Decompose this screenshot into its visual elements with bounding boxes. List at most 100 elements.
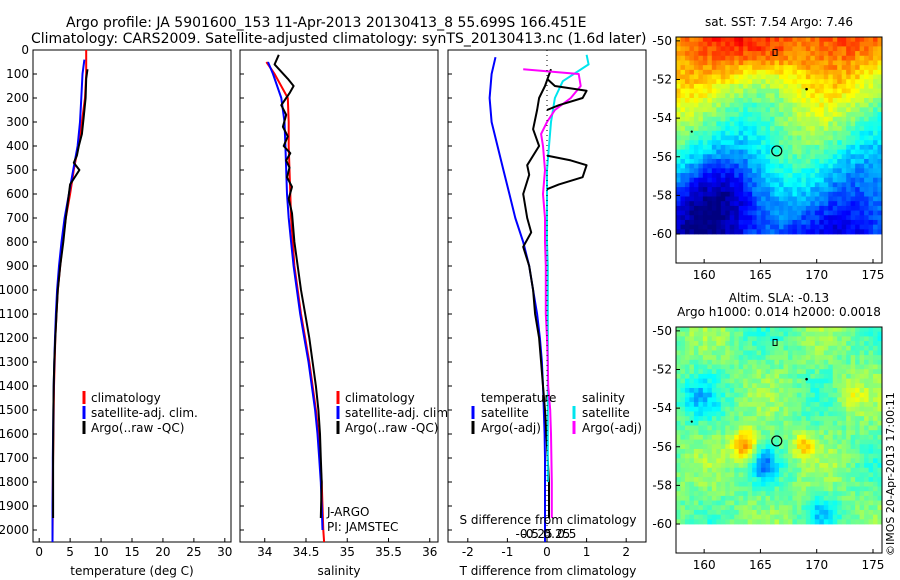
y-tick-label: 100 — [6, 67, 29, 81]
map-cell — [707, 60, 713, 66]
map-cell — [846, 491, 852, 497]
map-cell — [756, 191, 762, 197]
map-cell — [859, 187, 865, 193]
map-cell — [837, 500, 843, 506]
map-cell — [725, 495, 731, 501]
map-cell — [850, 514, 856, 520]
map-cell — [734, 420, 740, 426]
map-cell — [810, 97, 816, 104]
map-cell — [684, 453, 690, 459]
map-cell — [689, 177, 695, 183]
map-cell — [868, 168, 874, 174]
map-cell — [779, 55, 784, 61]
map-cell — [676, 116, 681, 122]
map-cell — [747, 402, 753, 408]
map-cell — [693, 467, 699, 473]
map-cell — [689, 369, 695, 375]
map-cell — [720, 69, 726, 75]
map-cell — [850, 477, 856, 483]
map-cell — [877, 112, 882, 118]
map-cell — [868, 215, 874, 221]
map-cell — [770, 107, 775, 113]
map-cell — [841, 327, 847, 333]
map-cell — [770, 373, 775, 379]
map-cell — [805, 448, 811, 455]
map-cell — [747, 130, 753, 136]
map-cell — [711, 425, 717, 431]
map-cell — [747, 472, 753, 478]
map-cell — [716, 359, 722, 365]
map-cell — [711, 331, 717, 337]
map-cell — [702, 116, 708, 122]
map-cell — [680, 191, 686, 197]
map-cell — [846, 331, 852, 337]
map-cell — [814, 219, 820, 226]
x-tick-label: 20 — [155, 545, 170, 559]
map-cell — [707, 397, 713, 403]
map-cell — [846, 97, 852, 104]
map-cell — [734, 406, 740, 412]
map-cell — [828, 425, 834, 431]
map-cell — [868, 116, 874, 122]
map-cell — [877, 369, 882, 375]
map-cell — [711, 378, 717, 384]
map-cell — [774, 191, 780, 197]
map-cell — [774, 495, 780, 501]
map-cell — [756, 463, 762, 469]
map-cell — [792, 46, 798, 52]
map-cell — [796, 97, 802, 104]
map-cell — [796, 46, 802, 52]
map-cell — [774, 355, 780, 361]
map-cell — [837, 416, 843, 422]
map-cell — [855, 79, 861, 85]
map-cell — [841, 41, 847, 47]
map-cell — [814, 130, 820, 136]
y-tick-label: 200 — [6, 91, 29, 105]
map-cell — [850, 369, 856, 375]
map-cell — [832, 182, 838, 188]
map-cell — [684, 336, 690, 342]
map-cell — [841, 219, 847, 226]
map-cell — [850, 397, 856, 403]
map-cell — [805, 41, 811, 47]
map-cell — [841, 191, 847, 197]
map-cell — [743, 41, 749, 47]
map-cell — [676, 79, 681, 85]
map-cell — [734, 383, 740, 389]
map-cell — [684, 364, 690, 370]
map-cell — [810, 191, 816, 197]
map-cell — [752, 369, 758, 375]
map-cell — [770, 154, 775, 160]
map-cell — [738, 336, 744, 342]
map-cell — [868, 336, 874, 342]
map-cell — [814, 397, 820, 403]
map-cell — [702, 434, 708, 440]
map-cell — [805, 430, 811, 436]
map-cell — [729, 477, 735, 483]
map-cell — [864, 495, 869, 501]
map-cell — [756, 224, 762, 230]
map-cell — [743, 201, 749, 207]
map-cell — [864, 448, 869, 455]
map-cell — [864, 477, 869, 483]
map-cell — [828, 434, 834, 440]
y-tick-label: 1100 — [0, 307, 29, 321]
map-cell — [770, 383, 775, 389]
map-cell — [752, 112, 758, 118]
map-cell — [729, 224, 735, 230]
map-cell — [743, 519, 749, 525]
x-tick-label: 5 — [66, 545, 74, 559]
map-cell — [801, 107, 807, 113]
map-cell — [779, 79, 784, 85]
map-cell — [868, 102, 874, 108]
map-cell — [846, 210, 852, 216]
map-cell — [743, 135, 749, 141]
map-cell — [864, 420, 869, 426]
map-cell — [729, 472, 735, 478]
map-cell — [783, 173, 789, 179]
map-cell — [729, 514, 735, 520]
map-cell — [743, 83, 749, 89]
map-cell — [805, 102, 811, 108]
map-cell — [774, 93, 780, 99]
map-cell — [859, 383, 865, 389]
